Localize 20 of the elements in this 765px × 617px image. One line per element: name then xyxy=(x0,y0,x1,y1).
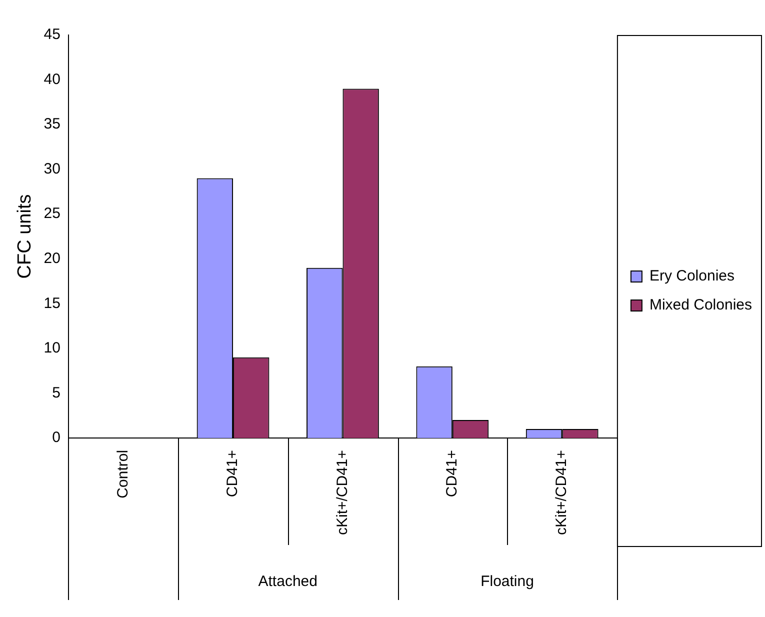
y-axis-title: CFC units xyxy=(14,194,36,279)
x-tick-label: cKit+/CD41+ xyxy=(553,450,570,536)
y-tick-label: 5 xyxy=(52,384,60,402)
x-tick-label: Control xyxy=(114,450,132,498)
y-tick-label: 30 xyxy=(44,160,60,178)
y-tick-label: 15 xyxy=(44,294,60,312)
y-tick-label: 35 xyxy=(44,116,60,133)
y-tick-label: 25 xyxy=(44,205,60,222)
x-tick-label: CD41+ xyxy=(444,450,461,498)
text: Attached xyxy=(258,573,318,590)
x-tick-label: cKit+/CD41+ xyxy=(334,450,351,536)
y-tick-label: 10 xyxy=(44,340,60,357)
y-tick-label: 0 xyxy=(52,429,60,446)
legend-label: Mixed Colonies xyxy=(649,296,752,314)
x-tick-label: CD41+ xyxy=(224,450,242,498)
legend-label: Ery Colonies xyxy=(649,268,734,285)
y-tick-label: 40 xyxy=(44,70,60,88)
y-tick-label: 20 xyxy=(44,250,60,268)
y-tick-label: 45 xyxy=(44,26,60,44)
text: Floating xyxy=(480,573,534,590)
